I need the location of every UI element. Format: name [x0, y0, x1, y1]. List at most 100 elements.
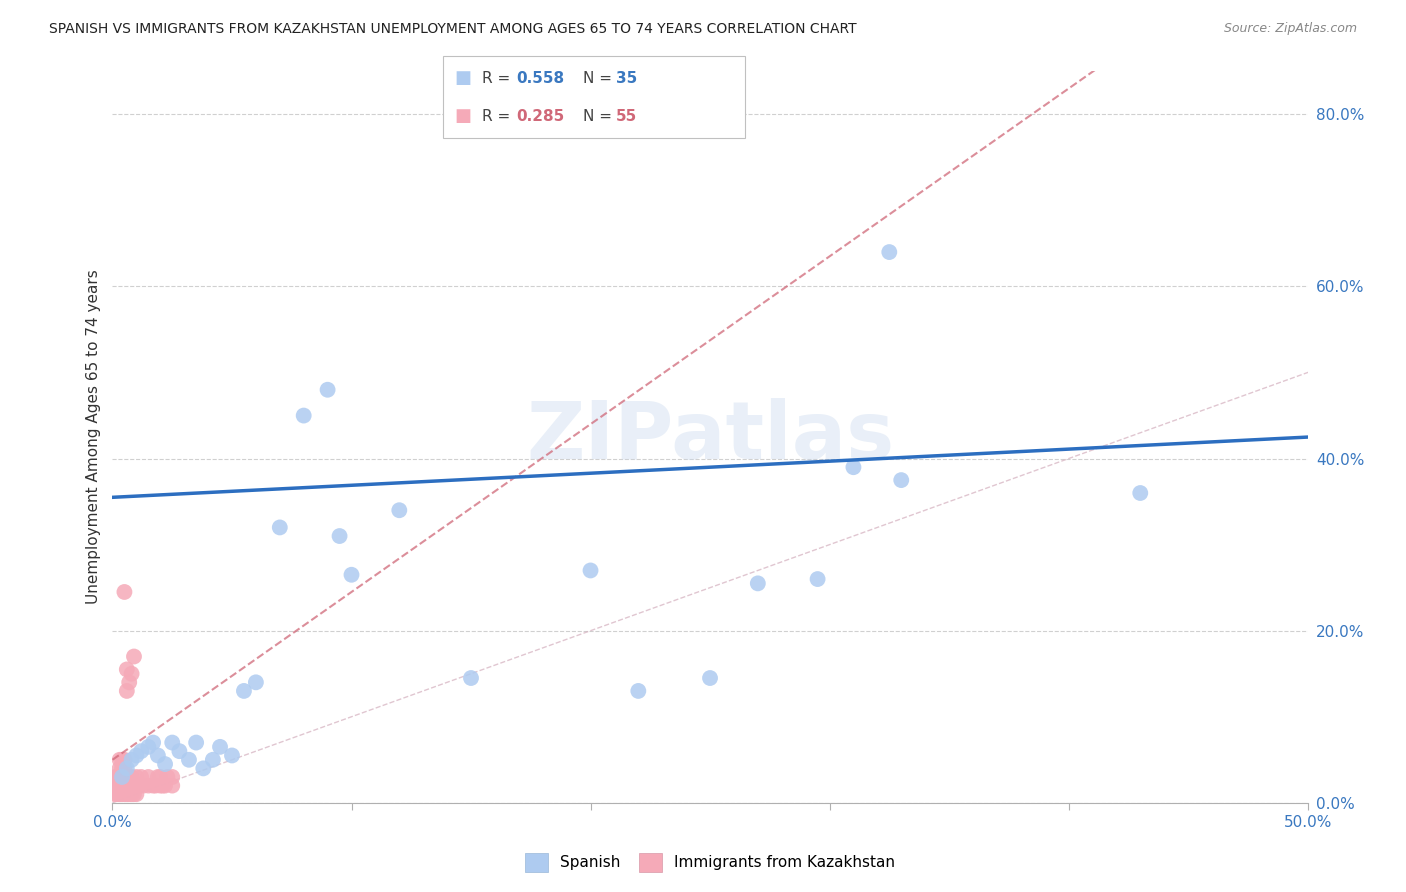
Point — [111, 770, 134, 784]
Point — [115, 787, 138, 801]
Text: 55: 55 — [616, 109, 637, 124]
Point — [104, 770, 127, 784]
Point — [125, 787, 148, 801]
Point — [121, 666, 143, 681]
Point — [807, 572, 830, 586]
Point — [125, 770, 148, 784]
Legend: Spanish, Immigrants from Kazakhstan: Spanish, Immigrants from Kazakhstan — [517, 846, 903, 880]
Text: 0.558: 0.558 — [516, 70, 564, 86]
Point — [316, 383, 339, 397]
Point — [169, 744, 191, 758]
Point — [125, 748, 148, 763]
Point — [129, 744, 152, 758]
Point — [118, 787, 141, 801]
Point — [111, 787, 134, 801]
Text: SPANISH VS IMMIGRANTS FROM KAZAKHSTAN UNEMPLOYMENT AMONG AGES 65 TO 74 YEARS COR: SPANISH VS IMMIGRANTS FROM KAZAKHSTAN UN… — [49, 22, 856, 37]
Point — [162, 779, 183, 793]
Text: ZIPatlas: ZIPatlas — [526, 398, 894, 476]
Point — [138, 739, 160, 754]
Point — [579, 564, 602, 578]
Text: 0.285: 0.285 — [516, 109, 564, 124]
Point — [108, 761, 131, 775]
Point — [105, 779, 128, 793]
Point — [142, 779, 165, 793]
Point — [152, 779, 174, 793]
Point — [125, 779, 148, 793]
Point — [233, 684, 256, 698]
Point — [104, 779, 127, 793]
Point — [460, 671, 482, 685]
Point — [340, 567, 363, 582]
Point — [186, 735, 208, 749]
Point — [209, 739, 232, 754]
Point — [138, 770, 160, 784]
Point — [108, 787, 131, 801]
Point — [879, 245, 901, 260]
Point — [269, 520, 291, 534]
Point — [108, 779, 131, 793]
Point — [105, 770, 128, 784]
Point — [329, 529, 352, 543]
Point — [108, 753, 131, 767]
Point — [145, 779, 167, 793]
Text: ■: ■ — [454, 70, 471, 87]
Point — [149, 779, 172, 793]
Text: R =: R = — [482, 70, 516, 86]
Point — [129, 770, 152, 784]
Point — [121, 787, 143, 801]
Point — [115, 684, 138, 698]
Point — [146, 770, 169, 784]
Point — [114, 585, 135, 599]
Text: ■: ■ — [454, 107, 471, 125]
Point — [114, 761, 135, 775]
Point — [104, 787, 127, 801]
Point — [122, 787, 145, 801]
Point — [105, 787, 128, 801]
Point — [111, 779, 134, 793]
Text: R =: R = — [482, 109, 516, 124]
Point — [627, 684, 650, 698]
Text: N =: N = — [583, 70, 617, 86]
Point — [118, 675, 141, 690]
Point — [699, 671, 721, 685]
Point — [121, 770, 143, 784]
Point — [149, 770, 172, 784]
Y-axis label: Unemployment Among Ages 65 to 74 years: Unemployment Among Ages 65 to 74 years — [86, 269, 101, 605]
Point — [115, 779, 138, 793]
Point — [128, 779, 150, 793]
Point — [292, 409, 315, 423]
Point — [890, 473, 912, 487]
Point — [114, 753, 135, 767]
Point — [201, 753, 224, 767]
Point — [193, 761, 215, 775]
Point — [115, 662, 138, 676]
Point — [111, 770, 134, 784]
Point — [111, 753, 134, 767]
Point — [388, 503, 411, 517]
Point — [118, 779, 141, 793]
Point — [142, 735, 165, 749]
Point — [114, 779, 135, 793]
Point — [156, 770, 179, 784]
Point — [118, 770, 141, 784]
Point — [162, 770, 183, 784]
Point — [122, 779, 145, 793]
Point — [111, 761, 134, 775]
Point — [842, 460, 865, 475]
Point — [121, 779, 143, 793]
Text: N =: N = — [583, 109, 617, 124]
Point — [153, 779, 176, 793]
Point — [108, 770, 131, 784]
Text: 35: 35 — [616, 70, 637, 86]
Point — [115, 761, 138, 775]
Point — [177, 753, 200, 767]
Point — [245, 675, 267, 690]
Point — [146, 748, 169, 763]
Point — [153, 757, 176, 772]
Point — [162, 735, 183, 749]
Text: Source: ZipAtlas.com: Source: ZipAtlas.com — [1223, 22, 1357, 36]
Point — [747, 576, 769, 591]
Point — [138, 779, 160, 793]
Point — [114, 787, 135, 801]
Point — [121, 753, 143, 767]
